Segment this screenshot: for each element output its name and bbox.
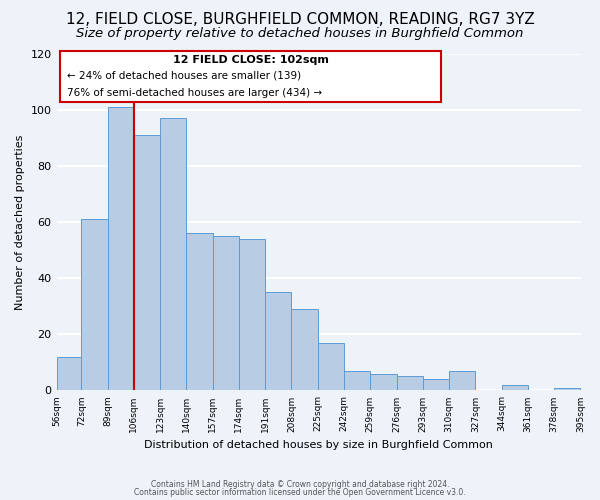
Bar (292, 309, 318, 390)
Y-axis label: Number of detached properties: Number of detached properties (15, 134, 25, 310)
Bar (56, 357, 81, 390)
Text: ← 24% of detached houses are smaller (139): ← 24% of detached houses are smaller (13… (67, 71, 301, 81)
Bar (344, 371, 370, 390)
Bar (449, 371, 475, 390)
Text: 12, FIELD CLOSE, BURGHFIELD COMMON, READING, RG7 3YZ: 12, FIELD CLOSE, BURGHFIELD COMMON, READ… (65, 12, 535, 28)
Bar (397, 376, 423, 390)
Text: 12 FIELD CLOSE: 102sqm: 12 FIELD CLOSE: 102sqm (173, 56, 328, 66)
Bar (239, 239, 265, 390)
Bar (212, 236, 239, 390)
Bar (81, 220, 107, 390)
Text: Contains public sector information licensed under the Open Government Licence v3: Contains public sector information licen… (134, 488, 466, 497)
Bar (370, 374, 397, 390)
Text: Contains HM Land Registry data © Crown copyright and database right 2024.: Contains HM Land Registry data © Crown c… (151, 480, 449, 489)
Bar (554, 388, 580, 390)
Bar (423, 379, 449, 390)
Bar (265, 292, 292, 390)
Bar (160, 118, 187, 390)
Bar (107, 108, 134, 391)
Text: 76% of semi-detached houses are larger (434) →: 76% of semi-detached houses are larger (… (67, 88, 322, 98)
X-axis label: Distribution of detached houses by size in Burghfield Common: Distribution of detached houses by size … (144, 440, 493, 450)
Bar (502, 385, 528, 390)
Bar (187, 234, 212, 390)
FancyBboxPatch shape (59, 51, 442, 102)
Bar (134, 136, 160, 390)
Text: Size of property relative to detached houses in Burghfield Common: Size of property relative to detached ho… (76, 28, 524, 40)
Bar (318, 343, 344, 390)
